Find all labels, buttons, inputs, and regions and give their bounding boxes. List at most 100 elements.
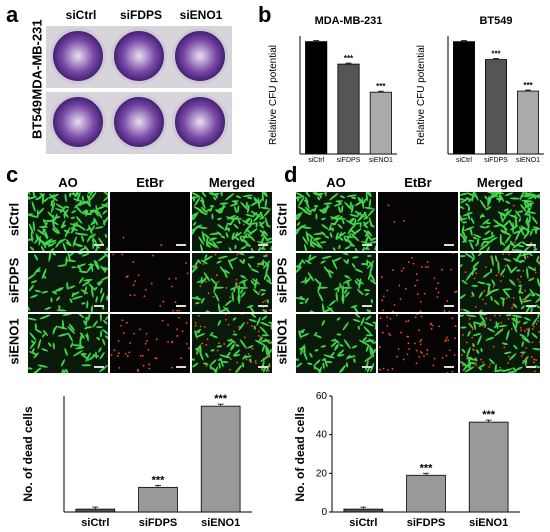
scale-bar — [258, 305, 268, 307]
chart-b-bt549: BT549 Relative CFU potential siCtrl *** siFD… — [416, 15, 544, 164]
cell-texture — [296, 192, 376, 251]
colony-dish — [111, 94, 167, 150]
cell-texture — [28, 192, 108, 251]
bar — [343, 508, 384, 513]
y-tick-label: 20 — [316, 468, 328, 479]
colony-dish — [172, 94, 228, 150]
cell-texture — [122, 236, 163, 246]
chart-d-dead-cells: No. of dead cells 0 20 40 60 siCtrl *** siFDPS *… — [293, 391, 520, 529]
row-label-sifdps: siFDPS — [274, 257, 290, 304]
microscopy-tile — [296, 192, 376, 251]
microscopy-tile — [378, 253, 458, 312]
cell-texture — [112, 253, 189, 312]
col-header-sieno1: siENO1 — [179, 8, 223, 22]
y-tick-label: 0 — [321, 507, 327, 518]
microscopy-tile — [296, 253, 376, 312]
scale-bar — [444, 244, 454, 246]
scale-bar — [444, 305, 454, 307]
bar — [453, 41, 475, 155]
microscopy-grid-c — [28, 192, 274, 376]
scale-bar — [362, 305, 372, 307]
y-axis-label: Relative CFU potential — [268, 45, 279, 145]
scale-bar — [176, 366, 186, 368]
y-tick-label: 60 — [316, 391, 328, 402]
significance-label: *** — [523, 81, 533, 90]
bar — [337, 63, 360, 155]
x-tick-label: siCtrl — [308, 157, 324, 164]
colony-dish — [50, 94, 106, 150]
microscopy-tile — [460, 253, 540, 312]
x-tick-label: siFDPS — [407, 517, 446, 529]
significance-label: *** — [482, 409, 496, 421]
col-header-merged: Merged — [476, 175, 524, 190]
bar — [517, 90, 539, 155]
cell-texture — [192, 192, 272, 251]
bar — [406, 474, 446, 513]
panel-label-b: b — [258, 2, 272, 27]
y-tick-label: 40 — [316, 430, 328, 441]
y-axis-label: Relative CFU potential — [416, 45, 427, 145]
microscopy-tile — [28, 192, 108, 251]
row-label-sieno1: siENO1 — [6, 318, 22, 365]
significance-label: *** — [420, 462, 434, 474]
scale-bar — [444, 366, 454, 368]
col-header-etbr: EtBr — [136, 175, 164, 190]
bar — [75, 508, 116, 513]
scale-bar — [526, 244, 536, 246]
microscopy-tile — [296, 314, 376, 373]
chart-b-mda: MDA-MB-231 Relative CFU potential siCtrl **… — [268, 15, 397, 164]
x-tick-label: siCtrl — [456, 157, 472, 164]
bar — [305, 41, 328, 155]
cell-texture — [192, 253, 272, 312]
scale-bar — [94, 366, 104, 368]
x-tick-label: siCtrl — [349, 517, 377, 529]
scale-bar — [94, 305, 104, 307]
col-header-sifdps: siFDPS — [119, 8, 162, 22]
microscopy-tile — [110, 192, 190, 251]
cell-texture — [460, 314, 540, 373]
bar — [200, 405, 241, 513]
row-label-sictrl: siCtrl — [6, 202, 22, 237]
cell-texture — [460, 192, 540, 251]
col-header-merged: Merged — [208, 175, 256, 190]
significance-label: *** — [344, 54, 354, 63]
scale-bar — [176, 305, 186, 307]
scale-bar — [258, 366, 268, 368]
microscopy-tile — [28, 314, 108, 373]
scale-bar — [94, 244, 104, 246]
microscopy-tile — [378, 314, 458, 373]
significance-label: *** — [491, 50, 501, 59]
col-header-sictrl: siCtrl — [65, 8, 97, 22]
col-header-ao: AO — [326, 175, 346, 190]
microscopy-tile — [192, 253, 272, 312]
x-tick-label: siENO1 — [369, 157, 393, 164]
scale-bar — [526, 366, 536, 368]
microscopy-tile — [28, 253, 108, 312]
colony-dish — [111, 28, 167, 84]
panel-label-a: a — [6, 2, 19, 27]
x-tick-label: siENO1 — [516, 157, 540, 164]
chart-c-dead-cells: No. of dead cells siCtrl *** siFDPS *** siENO… — [21, 393, 252, 529]
cell-texture — [110, 316, 190, 373]
microscopy-tile — [192, 314, 272, 373]
cell-texture — [296, 253, 376, 312]
bar — [485, 59, 507, 155]
row-label-sieno1: siENO1 — [274, 318, 290, 365]
cell-texture — [296, 314, 376, 373]
colony-dish — [172, 28, 228, 84]
microscopy-tile — [460, 314, 540, 373]
cell-texture — [460, 253, 540, 312]
bar — [138, 486, 178, 513]
significance-label: *** — [376, 82, 386, 91]
x-tick-label: siCtrl — [81, 517, 109, 529]
microscopy-tile — [110, 314, 190, 373]
col-header-ao: AO — [58, 175, 78, 190]
bar — [468, 421, 509, 513]
cell-texture — [378, 314, 457, 373]
chart-title: BT549 — [479, 15, 512, 27]
significance-label: *** — [214, 393, 228, 405]
scale-bar — [362, 244, 372, 246]
bar — [369, 91, 392, 155]
chart-title: MDA-MB-231 — [315, 15, 383, 27]
microscopy-tile — [378, 192, 458, 251]
